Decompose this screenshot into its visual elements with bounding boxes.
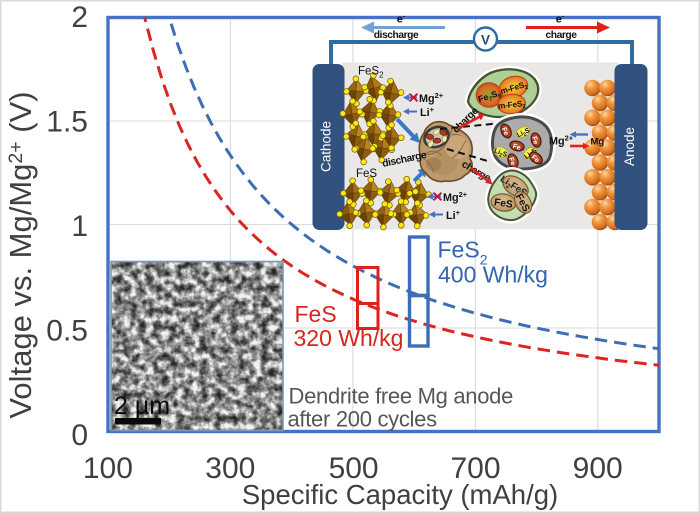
svg-text:Dendrite free Mg anode: Dendrite free Mg anode bbox=[289, 384, 514, 409]
svg-text:charge: charge bbox=[545, 30, 577, 41]
svg-text:FeS: FeS bbox=[493, 197, 513, 211]
svg-text:0: 0 bbox=[71, 419, 88, 452]
svg-text:Cathode: Cathode bbox=[319, 121, 334, 172]
svg-text:Fe: Fe bbox=[507, 157, 516, 167]
svg-text:Voltage vs. Mg/Mg2+ (V): Voltage vs. Mg/Mg2+ (V) bbox=[3, 91, 38, 418]
svg-text:e-: e- bbox=[397, 12, 406, 26]
svg-text:Fe: Fe bbox=[512, 143, 522, 152]
svg-text:400 Wh/kg: 400 Wh/kg bbox=[438, 262, 548, 288]
svg-text:700: 700 bbox=[450, 452, 500, 485]
svg-text:after 200 cycles: after 200 cycles bbox=[288, 407, 438, 432]
svg-text:Anode: Anode bbox=[622, 127, 637, 166]
svg-text:320 Wh/kg: 320 Wh/kg bbox=[294, 325, 404, 351]
svg-text:100: 100 bbox=[83, 452, 133, 485]
svg-text:0.5: 0.5 bbox=[46, 315, 88, 348]
svg-text:FeS2: FeS2 bbox=[438, 237, 488, 268]
svg-text:V: V bbox=[481, 33, 490, 48]
svg-text:e-: e- bbox=[556, 12, 565, 26]
svg-text:FeS: FeS bbox=[356, 168, 377, 180]
svg-text:300: 300 bbox=[205, 452, 255, 485]
svg-text:Specific Capacity (mAh/g): Specific Capacity (mAh/g) bbox=[242, 479, 558, 510]
svg-text:Fe: Fe bbox=[530, 136, 539, 146]
svg-text:Mg: Mg bbox=[591, 137, 605, 148]
svg-text:2 µm: 2 µm bbox=[114, 392, 170, 420]
svg-text:2: 2 bbox=[71, 1, 88, 34]
svg-text:FeS2: FeS2 bbox=[358, 66, 384, 80]
svg-text:1.5: 1.5 bbox=[46, 106, 88, 139]
svg-text:500: 500 bbox=[329, 452, 379, 485]
svg-text:Fe: Fe bbox=[500, 127, 510, 137]
svg-text:discharge: discharge bbox=[374, 30, 419, 41]
svg-text:1: 1 bbox=[71, 210, 88, 243]
svg-text:900: 900 bbox=[573, 452, 623, 485]
svg-text:FeS: FeS bbox=[295, 301, 337, 327]
svg-text:Fe: Fe bbox=[530, 154, 541, 165]
